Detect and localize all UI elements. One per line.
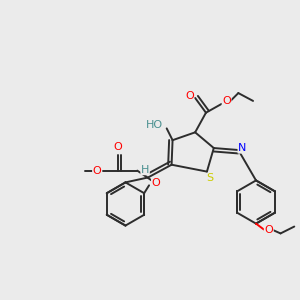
Text: O: O [113,142,122,152]
Text: O: O [152,178,160,188]
Text: O: O [93,166,101,176]
Text: N: N [238,143,246,153]
Text: S: S [206,173,213,184]
Text: O: O [185,91,194,101]
Text: O: O [264,224,273,235]
Text: HO: HO [146,121,164,130]
Text: O: O [222,96,231,106]
Text: H: H [141,165,149,175]
